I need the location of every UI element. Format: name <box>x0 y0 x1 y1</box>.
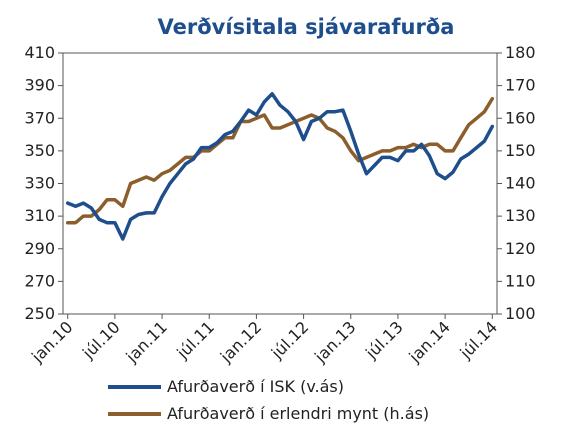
left-y-axis: 250 270 290 310 330 350 370 390 410 <box>24 43 63 323</box>
right-tick-label: 130 <box>505 206 536 225</box>
x-tick-label: jan.10 <box>27 317 76 366</box>
right-tick-label: 170 <box>505 76 536 95</box>
plot-area <box>62 52 498 315</box>
legend-label-1: Afurðaverð í ISK (v.ás) <box>167 377 344 396</box>
x-tick-label: júl.12 <box>267 317 313 363</box>
left-tick-label: 310 <box>24 206 55 225</box>
x-tick-label: jan.14 <box>405 317 454 366</box>
x-tick-label: jan.13 <box>310 317 359 366</box>
x-tick-label: júl.14 <box>456 317 502 363</box>
left-tick-label: 370 <box>24 108 55 127</box>
left-tick-label: 410 <box>24 43 55 62</box>
legend: Afurðaverð í ISK (v.ás) Afurðaverð í erle… <box>108 377 429 423</box>
right-tick-label: 120 <box>505 239 536 258</box>
right-tick-label: 140 <box>505 174 536 193</box>
plot-frame <box>62 52 498 315</box>
right-tick-label: 100 <box>505 304 536 323</box>
left-tick-label: 250 <box>24 304 55 323</box>
legend-label-2: Afurðaverð í erlendri mynt (h.ás) <box>167 404 429 423</box>
chart-title: Verðvísitala sjávarafurða <box>158 15 455 39</box>
right-tick-label: 180 <box>505 43 536 62</box>
left-tick-label: 350 <box>24 141 55 160</box>
left-tick-label: 330 <box>24 174 55 193</box>
right-y-axis: 100 110 120 130 140 150 160 170 180 <box>497 43 536 323</box>
x-tick-label: júl.11 <box>172 317 218 363</box>
x-tick-label: júl.13 <box>361 317 407 363</box>
series-line-1 <box>65 92 495 241</box>
left-tick-label: 390 <box>24 76 55 95</box>
x-tick-label: jan.12 <box>216 317 265 366</box>
x-tick-label: júl.10 <box>78 317 124 363</box>
right-tick-label: 150 <box>505 141 536 160</box>
series-line-2 <box>65 96 495 225</box>
right-tick-label: 160 <box>505 108 536 127</box>
left-tick-label: 290 <box>24 239 55 258</box>
left-tick-label: 270 <box>24 271 55 290</box>
right-tick-label: 110 <box>505 271 536 290</box>
series-layer <box>65 92 495 241</box>
x-tick-label: jan.11 <box>122 317 171 366</box>
